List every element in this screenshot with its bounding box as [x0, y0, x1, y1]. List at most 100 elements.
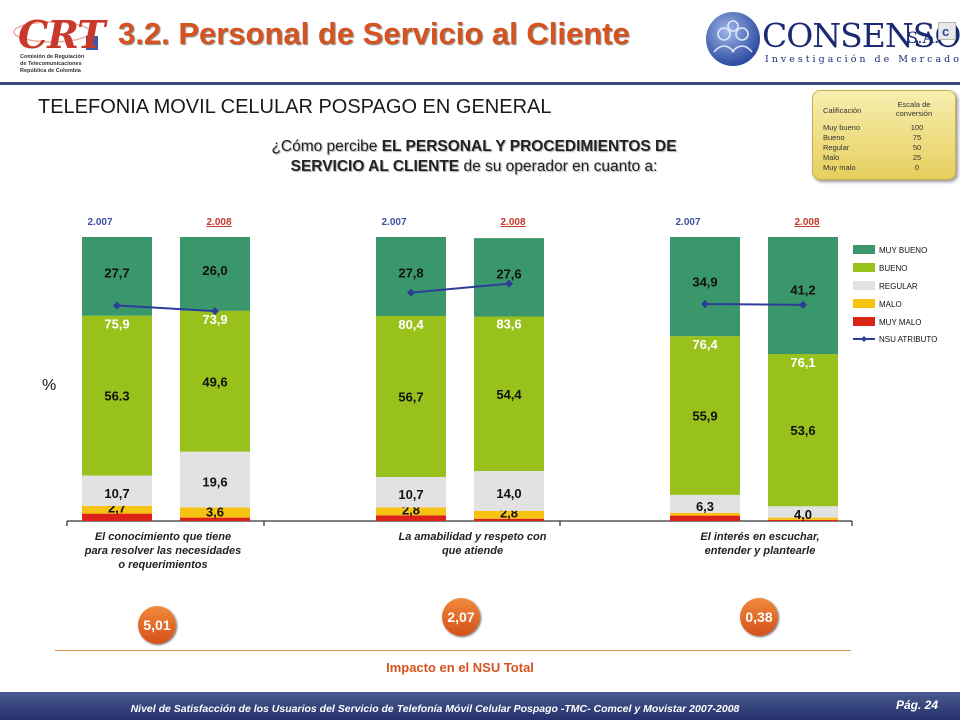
- nsu-point: [505, 279, 513, 288]
- year-label: 2.008: [500, 217, 525, 228]
- data-label: 4,0: [794, 507, 812, 522]
- legend-label: MALO: [879, 300, 902, 309]
- data-label: 49,6: [202, 374, 227, 389]
- svg-text:c: c: [88, 39, 94, 50]
- bar-segment-muy-bueno: [768, 237, 838, 355]
- bar-segment-malo: [376, 507, 446, 516]
- survey-question: ¿Cómo percibe EL PERSONAL Y PROCEDIMIENT…: [271, 138, 677, 175]
- legend-swatch: [853, 263, 875, 272]
- category-label: El conocimiento que tiene para resolver …: [84, 531, 242, 571]
- consenso-tagline: Investigación de Mercados: [765, 54, 960, 65]
- nsu-point: [799, 300, 807, 309]
- data-label: 26,0: [202, 263, 227, 278]
- impact-divider: [55, 650, 851, 651]
- conversion-col-rating: Calificación: [823, 106, 862, 115]
- bar-segment-regular: [180, 451, 250, 508]
- bar-segment-bueno: [180, 310, 250, 452]
- bar-segment-muy-malo: [768, 519, 838, 521]
- year-label: 2.007: [675, 217, 700, 228]
- svg-text:c: c: [942, 24, 949, 39]
- legend-swatch: [853, 281, 875, 290]
- conversion-row: Regular 50: [823, 143, 922, 152]
- footer-bar: [0, 692, 960, 720]
- conversion-col-scale: Escala de conversión: [895, 100, 933, 118]
- legend-label: REGULAR: [879, 282, 918, 291]
- conversion-row: Muy bueno 100: [823, 123, 924, 132]
- year-label: 2.007: [87, 217, 112, 228]
- legend-swatch: [861, 336, 867, 342]
- impact-bubble: 2,07: [442, 598, 480, 636]
- data-label: 19,6: [202, 475, 227, 490]
- bar-segment-regular: [376, 476, 446, 508]
- impact-label: Impacto en el NSU Total: [386, 660, 534, 675]
- bar-segment-muy-malo: [474, 518, 544, 521]
- data-label: 6,3: [696, 499, 714, 514]
- legend-swatch: [853, 299, 875, 308]
- legend-swatch: [853, 245, 875, 254]
- data-label: 10,7: [104, 486, 129, 501]
- nsu-value-label: 76,1: [790, 355, 815, 370]
- y-axis-label: %: [42, 377, 56, 394]
- consenso-logo-suffix: S.A.: [907, 28, 940, 47]
- nsu-value-label: 76,4: [692, 337, 718, 352]
- data-label: 54,4: [496, 387, 522, 402]
- consenso-globe-icon: [704, 10, 762, 68]
- category-label: La amabilidad y respeto con que atiende: [398, 531, 547, 557]
- bar-segment-muy-malo: [180, 517, 250, 521]
- data-label: 3,6: [206, 505, 224, 520]
- nsu-point: [211, 307, 219, 316]
- data-label: 56.3: [104, 389, 129, 404]
- crt-logo-word: CRT: [18, 12, 105, 57]
- data-label: 41,2: [790, 283, 815, 298]
- legend-swatch: [853, 317, 875, 326]
- bar-segment-muy-bueno: [376, 237, 446, 316]
- bar-segment-bueno: [82, 315, 152, 476]
- bar-segment-muy-bueno: [670, 237, 740, 337]
- bar-segment-muy-malo: [670, 515, 740, 521]
- data-label: 27,7: [104, 265, 129, 280]
- bar-segment-regular: [670, 494, 740, 513]
- conversion-row: Malo 25: [823, 153, 922, 162]
- nsu-value-label: 75,9: [104, 317, 129, 332]
- data-label: 34,9: [692, 275, 717, 290]
- year-label: 2.008: [206, 217, 231, 228]
- data-label: 55,9: [692, 408, 717, 423]
- category-label: El interés en escuchar, entender y plant…: [700, 531, 820, 557]
- page-title: 3.2. Personal de Servicio al Cliente: [118, 16, 630, 51]
- header-divider: [0, 82, 960, 85]
- conversion-row: Bueno 75: [823, 133, 922, 142]
- bar-segment-malo: [180, 507, 250, 518]
- footer-text: Nivel de Satisfacción de los Usuarios de…: [130, 703, 740, 715]
- bar-segment-muy-malo: [82, 513, 152, 521]
- nsu-point: [407, 288, 415, 297]
- section-subtitle: TELEFONIA MOVIL CELULAR POSPAGO EN GENER…: [38, 96, 552, 118]
- bar-segment-bueno: [768, 354, 838, 507]
- bar-segment-muy-bueno: [180, 237, 250, 311]
- nsu-line: [410, 282, 510, 294]
- bar-segment-bueno: [376, 315, 446, 477]
- bar-segment-muy-malo: [376, 515, 446, 521]
- bar-segment-regular: [474, 471, 544, 511]
- data-label: 27,6: [496, 266, 521, 281]
- page-number: Pág. 24: [896, 698, 939, 712]
- conversion-scale-table: Calificación Escala de conversión Muy bu…: [812, 90, 956, 180]
- nsu-point: [701, 300, 709, 309]
- nsu-line: [116, 304, 216, 313]
- bar-segment-regular: [82, 475, 152, 506]
- impact-bubble: 5,01: [138, 606, 176, 644]
- nsu-line: [704, 303, 804, 306]
- data-label: 10,7: [398, 487, 423, 502]
- conversion-row: Muy malo 0: [823, 163, 920, 172]
- nsu-point: [113, 301, 121, 310]
- nsu-value-label: 83,6: [496, 316, 521, 331]
- impact-bubble: 0,38: [740, 598, 778, 636]
- bar-segment-malo: [474, 510, 544, 519]
- bar-segment-malo: [670, 512, 740, 516]
- year-label: 2.007: [381, 217, 406, 228]
- data-label: 27,8: [398, 266, 423, 281]
- crt-logo-subtitle: Comisión de Regulación de Telecomunicaci…: [20, 54, 85, 74]
- bar-segment-muy-bueno: [474, 238, 544, 317]
- legend-label: MUY MALO: [879, 318, 922, 327]
- bar-segment-bueno: [670, 336, 740, 495]
